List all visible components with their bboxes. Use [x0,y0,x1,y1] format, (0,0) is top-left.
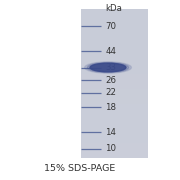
Bar [81,114,148,119]
Bar [81,94,148,99]
Bar [81,153,148,158]
Ellipse shape [90,63,126,72]
Bar [81,134,148,138]
Bar [81,143,148,148]
Bar [81,64,148,69]
Bar [81,74,148,79]
Bar [81,123,148,129]
Ellipse shape [85,62,131,73]
Bar [81,99,148,104]
Ellipse shape [87,62,129,73]
Bar [81,79,148,84]
Bar [81,129,148,134]
Bar [81,109,148,114]
Text: 33: 33 [105,63,116,72]
Text: 70: 70 [105,22,116,31]
Bar [81,9,148,14]
Bar [81,59,148,64]
Bar [81,69,148,74]
Text: 14: 14 [105,128,116,137]
Bar [81,34,148,39]
Text: 26: 26 [105,76,116,85]
Bar [81,14,148,19]
Text: 15% SDS-PAGE: 15% SDS-PAGE [44,164,115,173]
Bar [81,104,148,109]
Text: kDa: kDa [105,4,122,13]
Bar [81,49,148,54]
Bar [81,138,148,143]
Bar [81,54,148,59]
Text: 22: 22 [105,88,116,97]
Bar [81,19,148,24]
Bar [81,89,148,94]
Bar [81,119,148,123]
Bar [81,24,148,29]
Bar [81,84,148,89]
Bar [81,39,148,44]
Bar [81,44,148,49]
Bar [81,9,148,158]
Text: 44: 44 [105,47,116,56]
Bar [81,29,148,34]
Text: 10: 10 [105,144,116,153]
Text: 18: 18 [105,103,116,112]
Bar [81,148,148,153]
